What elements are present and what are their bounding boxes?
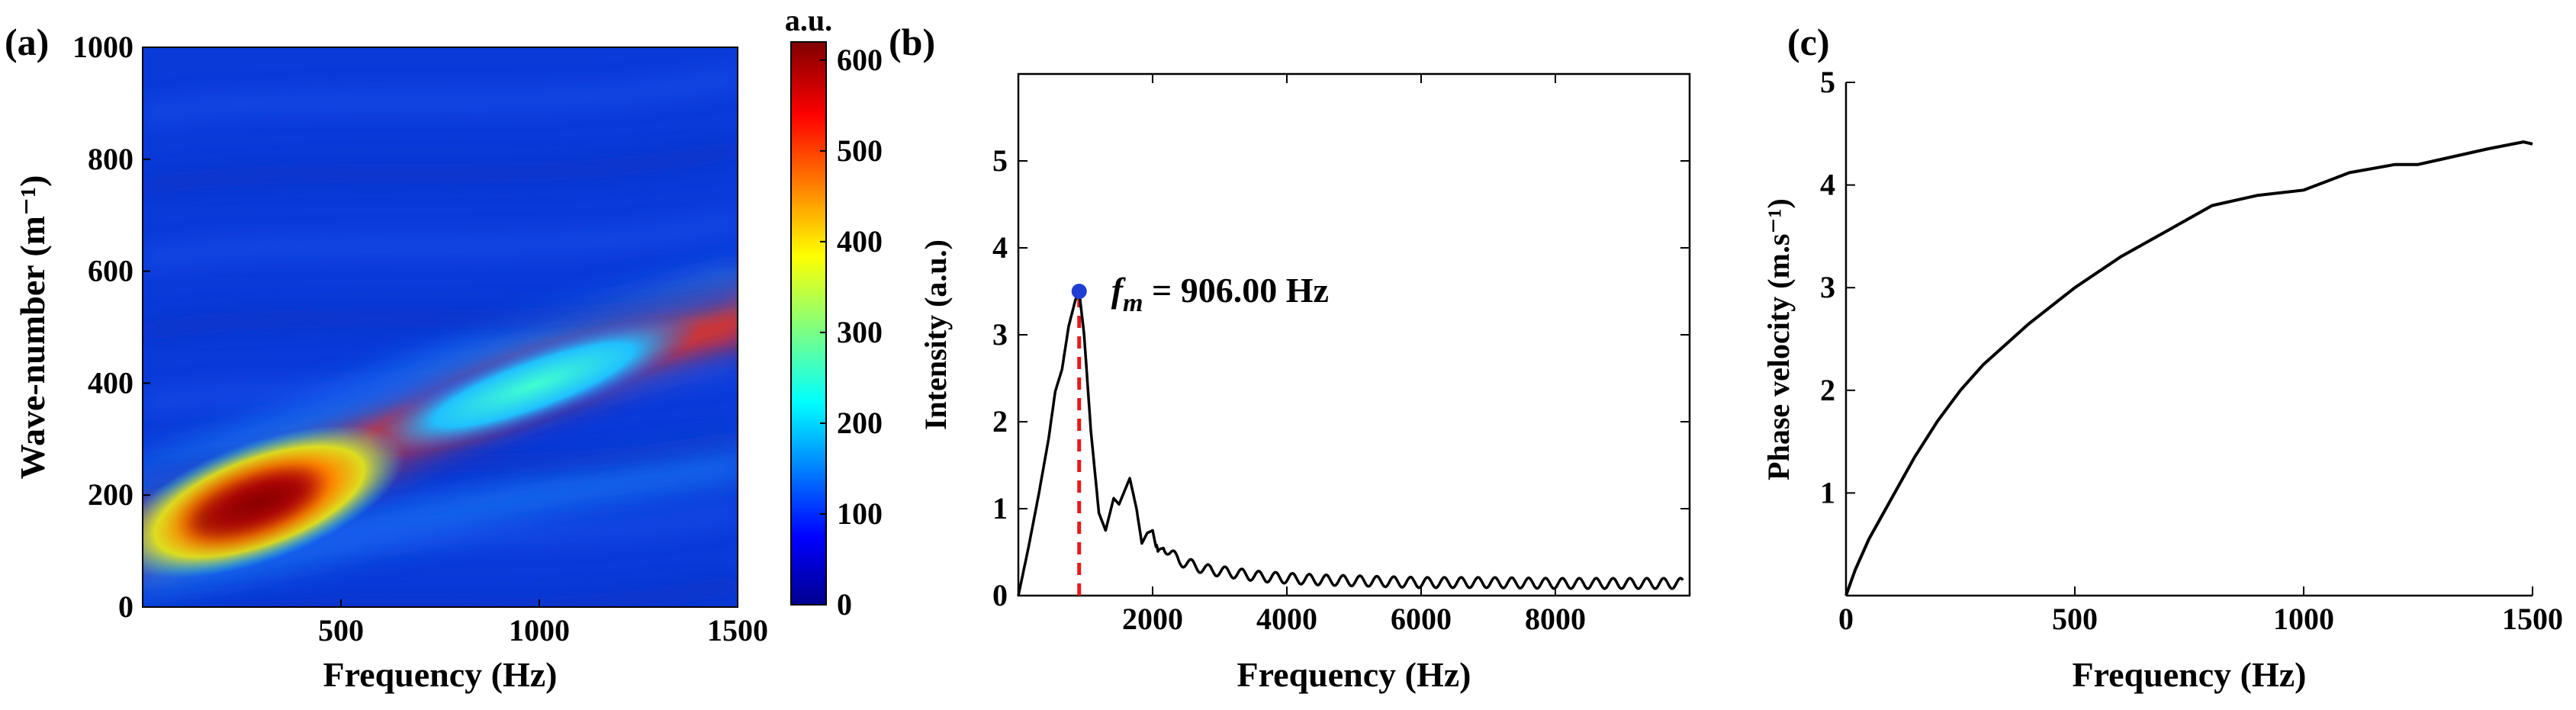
a-x-axis-label: Frequency (Hz) [323,655,557,694]
heatmap-hotspot-core [186,471,317,539]
a-x-ticks: 500 1000 1500 [318,599,768,647]
c-x-tick-label: 500 [2052,602,2098,636]
b-y-tick-label: 4 [992,230,1008,265]
colorbar-label: a.u. [785,3,832,37]
b-x-tick-label: 6000 [1391,602,1452,636]
colorbar-tick-label: 400 [837,224,883,259]
b-y-tick-label: 1 [992,491,1008,525]
a-y-ticks: 0 200 400 600 800 1000 [72,30,150,624]
b-x-tick-label: 4000 [1256,602,1317,636]
heatmap-texture-streak [143,284,738,342]
c-y-tick-label: 4 [1820,168,1835,202]
b-y-ticks: 0 1 2 3 4 5 [992,143,1690,612]
a-y-tick-label: 0 [118,590,133,624]
colorbar-tick-label: 100 [837,496,883,531]
panel-b: (b) 0 1 2 3 4 5 2000 4000 6000 8000 fm = 906.00 … [889,21,1691,694]
b-x-axis-label: Frequency (Hz) [1237,655,1471,694]
b-x-ticks: 2000 4000 6000 8000 [1122,74,1586,636]
heatmap-cyan-band [368,316,699,455]
a-y-tick-label: 1000 [72,30,133,64]
colorbar-tick-label: 300 [837,315,883,349]
a-y-tick-label: 800 [88,142,133,176]
c-x-tick-label: 1000 [2273,602,2334,636]
a-y-tick-label: 600 [88,254,133,288]
b-y-axis-label: Intensity (a.u.) [918,239,953,430]
c-x-tick-label: 1500 [2502,602,2563,636]
colorbar-tick-label: 600 [837,43,883,77]
colorbar-tick-label: 500 [837,133,883,168]
b-annotation: fm = 906.00 Hz [1111,271,1329,317]
b-annotation-text: = 906.00 Hz [1143,271,1329,310]
b-annotation-subscript: m [1123,289,1143,317]
heatmap-texture-streak [143,211,738,269]
panel-c: (c) 1 2 3 4 5 0 500 1000 1500 Frequency (Hz) Ph… [1761,21,2563,694]
panel-a-label: (a) [5,21,49,63]
b-y-tick-label: 3 [992,317,1008,352]
intensity-curve [1017,291,1684,596]
b-plot-frame [1017,72,1691,597]
heatmap-frame [142,47,738,608]
b-x-tick-label: 2000 [1122,602,1183,636]
b-y-tick-label: 0 [992,578,1008,612]
colorbar-tick-label: 0 [837,587,852,622]
a-y-tick-label: 200 [88,477,133,512]
colorbar-tick-label: 200 [837,406,883,440]
c-y-tick-label: 5 [1820,65,1835,99]
a-y-axis-label: Wave-number (m⁻¹) [13,175,52,480]
heatmap-texture-streak [175,573,738,607]
b-annotation-symbol: f [1111,271,1127,310]
c-y-tick-label: 2 [1820,373,1835,407]
c-x-ticks: 0 500 1000 1500 [1838,586,2563,636]
peak-marker [1071,284,1087,299]
c-y-tick-label: 1 [1820,475,1835,509]
c-x-tick-label: 0 [1838,602,1854,636]
c-y-ticks: 1 2 3 4 5 [1820,65,1855,509]
panel-c-label: (c) [1787,21,1830,63]
a-y-tick-label: 400 [88,365,133,400]
a-x-tick-label: 500 [318,613,364,647]
c-x-axis-label: Frequency (Hz) [2072,655,2306,694]
c-y-axis-label: Phase velocity (m.s⁻¹) [1761,198,1796,480]
a-x-tick-label: 1500 [707,613,768,647]
heatmap-texture-streak [143,66,738,124]
c-y-tick-label: 3 [1820,270,1835,304]
c-axes [1844,82,2533,597]
b-y-tick-label: 5 [992,143,1008,178]
heatmap-field [143,66,738,607]
a-x-tick-label: 1000 [509,613,570,647]
colorbar [790,41,827,606]
heatmap-texture-streak [143,139,738,197]
phase-velocity-curve [1844,140,2533,596]
b-y-tick-label: 2 [992,404,1008,439]
colorbar-ticks: 0 100 200 300 400 500 600 [820,43,883,622]
panel-b-label: (b) [889,21,935,63]
b-x-tick-label: 8000 [1525,602,1586,636]
